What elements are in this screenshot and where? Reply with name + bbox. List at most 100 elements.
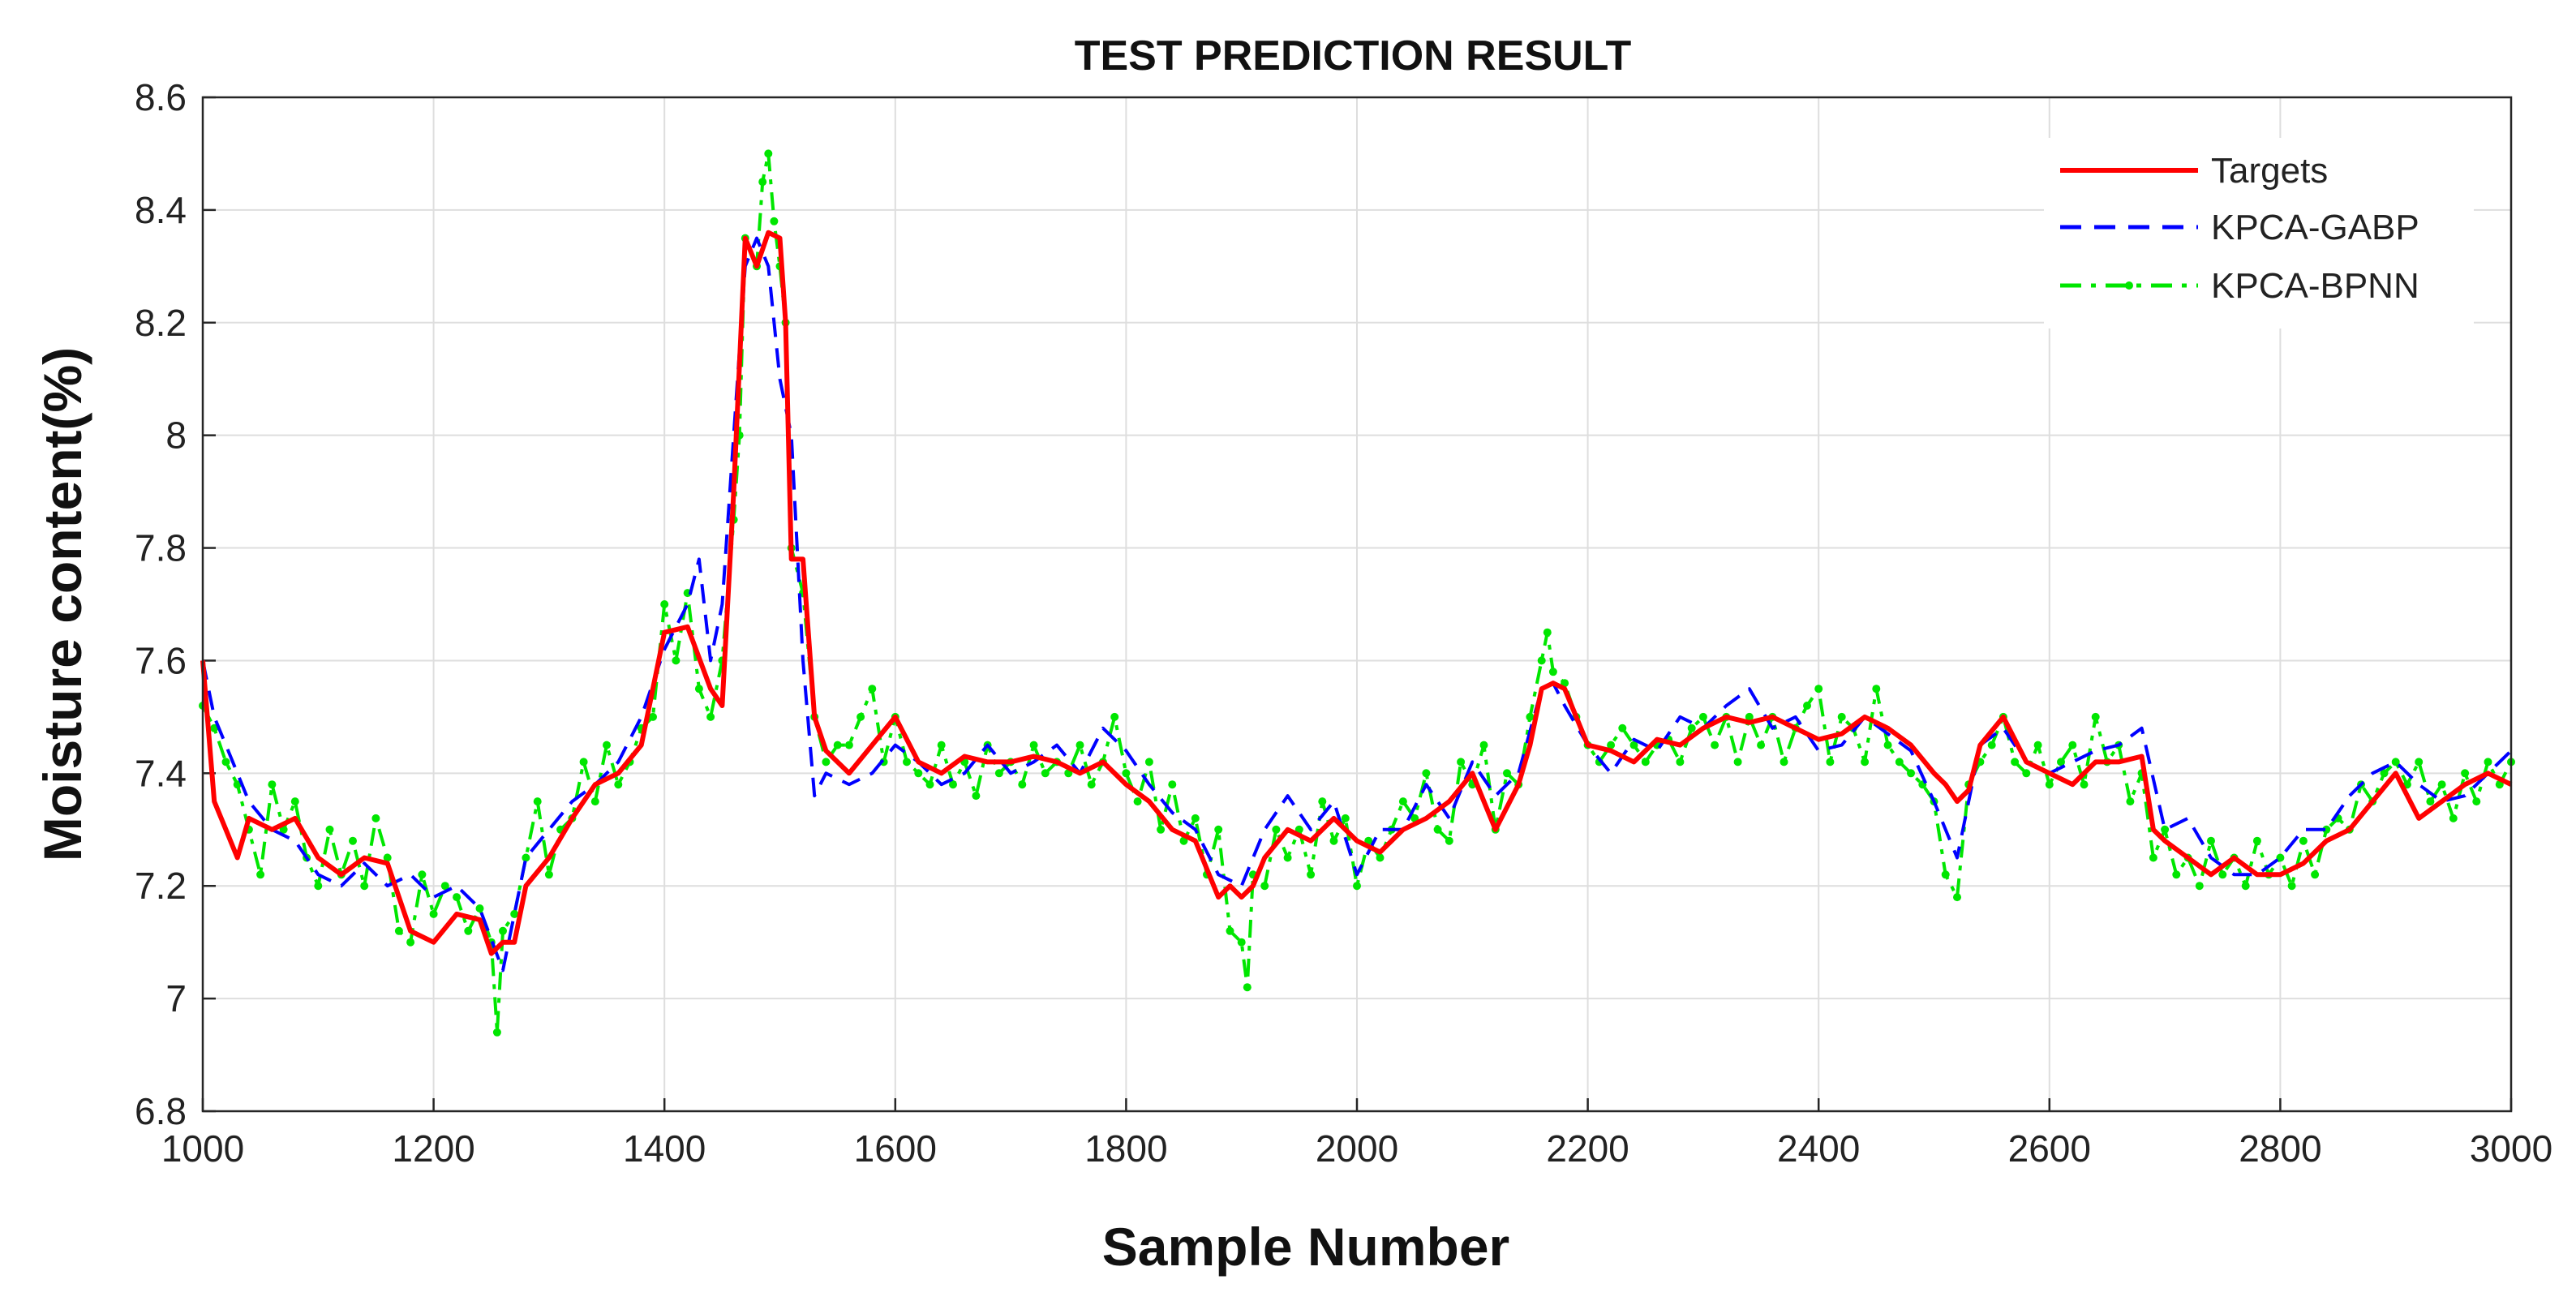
series-point-kpca-bpnn: [1041, 769, 1050, 778]
series-point-kpca-bpnn: [1814, 685, 1823, 693]
y-tick-label: 7.4: [135, 752, 187, 794]
series-point-kpca-bpnn: [2299, 836, 2308, 845]
series-point-kpca-bpnn: [1676, 758, 1685, 766]
series-point-kpca-bpnn: [492, 1028, 501, 1037]
series-point-kpca-bpnn: [1757, 741, 1766, 749]
series-point-kpca-bpnn: [972, 792, 981, 801]
legend-label-targets: Targets: [2211, 151, 2328, 191]
series-point-kpca-bpnn: [603, 741, 611, 749]
series-point-kpca-bpnn: [2472, 797, 2481, 806]
x-tick-label: 1800: [1084, 1127, 1167, 1170]
series-point-kpca-bpnn: [2195, 882, 2204, 891]
legend-marker-kpca-bpnn: [2125, 281, 2133, 290]
legend: Targets KPCA-GABP KPCA-BPNN: [2044, 138, 2474, 328]
series-point-kpca-bpnn: [2241, 882, 2250, 891]
series-point-kpca-bpnn: [1398, 797, 1407, 806]
series-point-kpca-bpnn: [2426, 797, 2435, 806]
y-tick-label: 8: [165, 414, 187, 457]
x-tick-label: 1000: [161, 1127, 244, 1170]
series-point-kpca-bpnn: [1445, 836, 1453, 845]
series-point-kpca-bpnn: [1548, 668, 1557, 676]
x-tick-label: 1200: [392, 1127, 474, 1170]
y-tick-label: 6.8: [135, 1090, 187, 1132]
x-tick-label: 3000: [2470, 1127, 2552, 1170]
chart-title: TEST PREDICTION RESULT: [1075, 32, 1632, 79]
series-point-kpca-bpnn: [1341, 814, 1350, 822]
x-tick-label: 2600: [2008, 1127, 2091, 1170]
series-point-kpca-bpnn: [1895, 758, 1904, 766]
series-point-kpca-bpnn: [1272, 825, 1281, 834]
y-tick-label: 7.6: [135, 639, 187, 681]
series-point-kpca-bpnn: [1953, 893, 1961, 902]
plot-frame: [201, 96, 2513, 1113]
y-tick-label: 8.2: [135, 302, 187, 344]
series-point-kpca-bpnn: [857, 712, 865, 721]
y-tick-label: 7.2: [135, 865, 187, 907]
series-point-kpca-bpnn: [770, 217, 779, 225]
series-point-kpca-bpnn: [2218, 870, 2227, 879]
series-point-kpca-bpnn: [1537, 656, 1546, 665]
series-point-kpca-bpnn: [2276, 853, 2285, 862]
series-point-kpca-bpnn: [1629, 741, 1638, 749]
series-point-kpca-bpnn: [649, 712, 657, 721]
series-point-kpca-bpnn: [290, 797, 299, 806]
series-point-kpca-bpnn: [464, 926, 473, 935]
series-point-kpca-bpnn: [1191, 814, 1200, 822]
series-point-kpca-bpnn: [1168, 780, 1177, 789]
series-point-kpca-bpnn: [314, 882, 323, 891]
series-point-kpca-bpnn: [221, 758, 230, 766]
series-point-kpca-bpnn: [2484, 758, 2492, 766]
series-point-kpca-bpnn: [2391, 758, 2400, 766]
series-point-kpca-bpnn: [1157, 825, 1166, 834]
series-point-kpca-bpnn: [1422, 769, 1431, 778]
series-point-kpca-bpnn: [694, 685, 703, 693]
series-point-kpca-bpnn: [822, 758, 831, 766]
series-point-kpca-bpnn: [440, 882, 449, 891]
series-point-kpca-bpnn: [1526, 712, 1535, 721]
series-point-kpca-bpnn: [1087, 780, 1096, 789]
series-point-kpca-bpnn: [2126, 797, 2135, 806]
series-point-kpca-bpnn: [1110, 712, 1119, 721]
series-point-kpca-bpnn: [256, 870, 265, 879]
series-point-kpca-bpnn: [2033, 741, 2042, 749]
x-tick-label: 2000: [1316, 1127, 1398, 1170]
series-point-kpca-bpnn: [1318, 797, 1327, 806]
x-tick-label: 2800: [2239, 1127, 2321, 1170]
series-point-kpca-bpnn: [2437, 780, 2446, 789]
series-point-kpca-bpnn: [1307, 870, 1316, 879]
series-point-kpca-bpnn: [1329, 836, 1338, 845]
series-point-kpca-bpnn: [1907, 769, 1915, 778]
series-point-kpca-bpnn: [833, 741, 842, 749]
series-point-kpca-bpnn: [2449, 814, 2458, 822]
legend-label-kpca-bpnn: KPCA-BPNN: [2211, 266, 2419, 306]
y-tick-labels: 6.8 7 7.2 7.4 7.6 7.8 8 8.2 8.4 8.6: [135, 76, 187, 1132]
series-point-kpca-bpnn: [268, 780, 277, 789]
series-point-kpca-bpnn: [1607, 741, 1616, 749]
series-point-kpca-bpnn: [1745, 712, 1754, 721]
y-tick-label: 8.4: [135, 189, 187, 231]
series-point-kpca-bpnn: [1803, 702, 1811, 710]
series-point-kpca-bpnn: [453, 893, 462, 902]
series-point-kpca-bpnn: [1133, 797, 1142, 806]
series-point-kpca-bpnn: [949, 780, 957, 789]
series-point-kpca-bpnn: [1237, 938, 1246, 947]
series-point-kpca-bpnn: [2091, 712, 2100, 721]
x-tick-label: 2200: [1546, 1127, 1629, 1170]
series-point-kpca-bpnn: [499, 926, 507, 935]
series-line-kpca-gabp: [201, 236, 2513, 973]
series-point-kpca-bpnn: [1861, 758, 1870, 766]
series-point-kpca-bpnn: [325, 825, 334, 834]
legend-label-kpca-gabp: KPCA-GABP: [2211, 208, 2419, 247]
series-point-kpca-bpnn: [1283, 853, 1292, 862]
series-point-kpca-bpnn: [371, 814, 380, 822]
series-point-kpca-bpnn: [706, 712, 715, 721]
series-point-kpca-bpnn: [660, 600, 669, 608]
series-point-kpca-bpnn: [914, 769, 923, 778]
series-point-kpca-bpnn: [590, 797, 599, 806]
y-tick-label: 7: [165, 977, 187, 1020]
series-line-targets: [200, 230, 2513, 956]
series-point-kpca-bpnn: [1711, 741, 1719, 749]
series-point-kpca-bpnn: [1226, 926, 1234, 935]
x-tick-label: 2400: [1777, 1127, 1860, 1170]
